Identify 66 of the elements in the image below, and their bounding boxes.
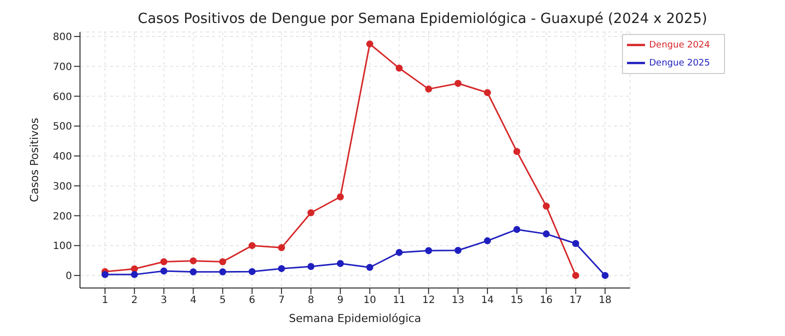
- x-tick-label: 7: [278, 295, 285, 306]
- y-tick-label: 800: [52, 32, 72, 44]
- point: [602, 272, 609, 279]
- point: [454, 80, 462, 87]
- x-tick-label: 3: [160, 295, 168, 306]
- y-tick-label: 100: [52, 241, 72, 252]
- y-tick-label: 300: [52, 181, 72, 192]
- point: [219, 258, 226, 266]
- point: [160, 267, 168, 274]
- y-tick-label: 700: [52, 62, 72, 73]
- point: [366, 40, 374, 48]
- point: [484, 89, 491, 96]
- point: [454, 246, 462, 254]
- point: [248, 268, 256, 276]
- point: [278, 244, 286, 252]
- chart-title: Casos Positivos de Dengue por Semana Epidemiológica - Guaxupé (2024 x 2025): [136, 10, 708, 29]
- x-tick-label: 8: [308, 295, 314, 306]
- point: [130, 271, 138, 278]
- x-tick-label: 13: [452, 295, 464, 306]
- x-tick-label: 18: [598, 295, 612, 306]
- x-tick-label: 2: [131, 295, 138, 306]
- y-axis-title: Casos Positivos: [28, 118, 41, 202]
- point: [160, 258, 168, 266]
- y-tick-label: 400: [52, 152, 72, 163]
- point: [425, 86, 432, 93]
- x-axis-title: Semana Epidemiológica: [288, 312, 422, 325]
- y-tick-label: 200: [52, 211, 72, 222]
- x-tick-label: 14: [481, 295, 494, 306]
- x-tick-label: 11: [392, 295, 406, 306]
- point: [513, 226, 520, 233]
- point: [336, 193, 344, 200]
- point: [425, 247, 432, 254]
- point: [336, 260, 344, 268]
- y-tick-label: 500: [52, 122, 72, 133]
- x-tick-label: 6: [248, 295, 256, 306]
- x-tick-label: 5: [219, 295, 226, 306]
- point: [248, 242, 256, 250]
- x-tick-label: 4: [190, 295, 196, 306]
- point: [190, 268, 197, 276]
- point: [542, 202, 550, 210]
- point: [130, 265, 138, 272]
- x-tick-label: 10: [363, 295, 376, 306]
- point: [307, 209, 314, 216]
- point: [542, 230, 550, 238]
- legend-label: Dengue 2024: [649, 40, 710, 50]
- point: [278, 265, 286, 272]
- point: [307, 262, 314, 270]
- point: [219, 268, 226, 276]
- x-tick-label: 9: [337, 295, 344, 306]
- point: [572, 240, 580, 247]
- point: [102, 271, 109, 278]
- x-tick-label: 16: [540, 295, 553, 306]
- x-tick-label: 1: [102, 295, 108, 306]
- y-tick-label: 600: [52, 92, 72, 103]
- legend-label: Dengue 2025: [649, 58, 710, 68]
- point: [572, 272, 580, 279]
- point: [190, 257, 197, 264]
- point: [513, 148, 520, 155]
- point: [484, 237, 491, 244]
- x-tick-label: 15: [510, 295, 524, 306]
- x-tick-label: 17: [569, 295, 582, 306]
- y-tick-label: 0: [66, 271, 72, 282]
- point: [396, 248, 403, 256]
- point: [396, 64, 403, 72]
- point: [366, 264, 374, 271]
- x-tick-label: 12: [422, 295, 435, 306]
